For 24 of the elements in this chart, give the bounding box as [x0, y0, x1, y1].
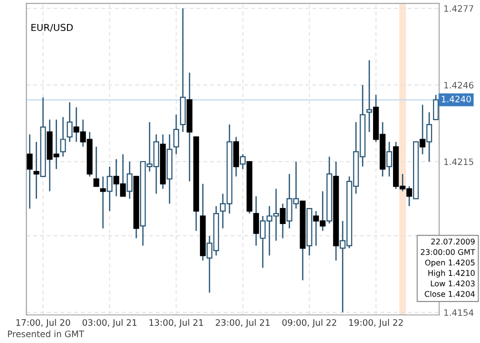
text: EUR/USD [31, 24, 73, 32]
candlestick [26, 134, 33, 210]
candlestick [326, 156, 332, 224]
y-tick-label: 1.4277 [444, 5, 474, 12]
text: Presented in GMT [8, 330, 84, 338]
candlestick [240, 154, 246, 170]
x-tick-label: 03:00, Jul 21 [82, 319, 136, 328]
y-tick-label: 1.4215 [444, 158, 474, 166]
x-tick-label: 17:00, Jul 20 [16, 319, 70, 328]
candlestick [386, 141, 392, 178]
x-tick-label: 23:00, Jul 21 [216, 319, 270, 328]
y-tick-label: 1.4246 [444, 82, 474, 88]
candlestick [366, 60, 372, 133]
candlestick [180, 8, 186, 133]
y-tick-label: 1.4154 [444, 309, 474, 316]
candlestick [173, 114, 180, 155]
ref-line-label: 1.4240 [442, 96, 471, 102]
candlestick [66, 102, 73, 142]
x-tick-label: 09:00, Jul 22 [282, 319, 336, 328]
candlestick [426, 112, 432, 162]
x-tick-label: 19:00, Jul 22 [349, 319, 403, 328]
candlestick [166, 134, 172, 204]
x-tick-label: 13:00, Jul 21 [150, 319, 204, 328]
candlestick [106, 166, 113, 212]
